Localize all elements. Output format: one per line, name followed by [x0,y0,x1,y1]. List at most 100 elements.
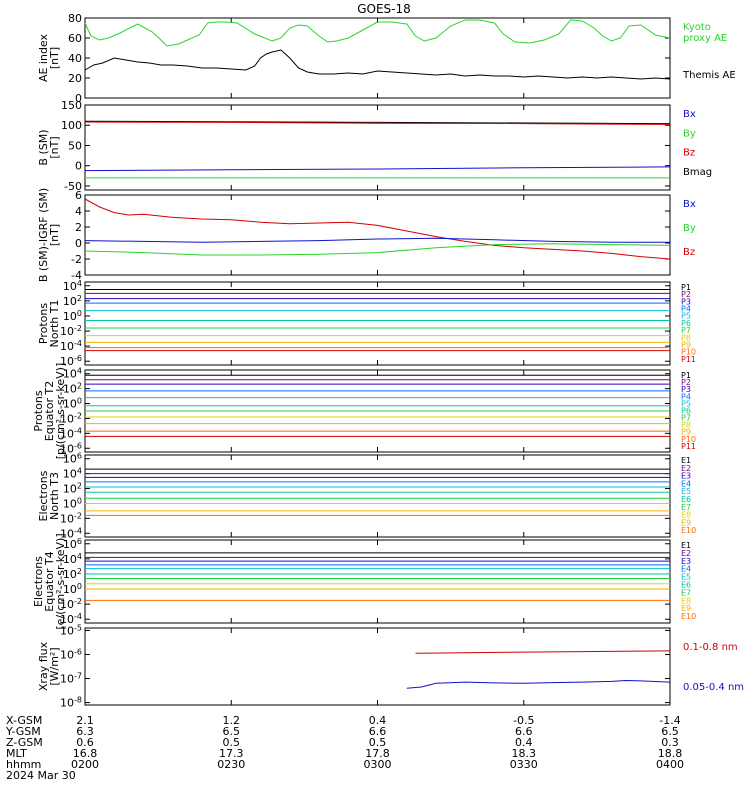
y-axis-label: B (SM)-IGRF (SM) [37,188,50,282]
row-value: 0330 [510,758,538,771]
panel-frame [84,281,671,366]
y-tick-label-exp: 2 [77,382,82,391]
y-tick-label: 100 [63,496,82,510]
row-value: 18.3 [512,747,537,760]
legend-label: E2 [681,464,691,473]
y-tick-label-exp: -4 [74,526,82,535]
row-value: 16.8 [73,747,98,760]
series-line [84,198,671,260]
panel-frame [84,104,671,191]
y-axis-label: Electrons [32,556,45,607]
row-label: MLT [6,747,27,760]
legend-label: E1 [681,541,691,550]
row-value: 17.8 [365,747,390,760]
y-tick-label-exp: -4 [74,612,82,621]
series-line [406,679,671,689]
legend-label: E7 [681,503,691,512]
y-tick-label: 100 [61,119,82,132]
y-tick-label: -50 [64,180,82,193]
y-axis-label: North T3 [48,472,61,520]
y-axis-label: [p/(cm²-s-sr-keV)] [54,363,67,460]
y-tick-label-exp: -8 [74,696,82,705]
y-tick-label-exp: 6 [77,537,82,546]
legend-label: P8 [681,421,691,430]
legend-label: E3 [681,557,691,566]
y-tick-label: 0 [75,92,82,105]
y-tick-label: 10-5 [60,623,82,637]
row-label: Y-GSM [5,725,41,738]
row-value: 17.3 [219,747,244,760]
series-line [84,237,670,243]
series-line [84,120,671,125]
y-tick-label-exp: -6 [74,354,82,363]
row-value: 1.2 [223,714,241,727]
y-tick-label: 2 [75,221,82,234]
y-tick-label: 80 [68,12,82,25]
y-tick-label-exp: 2 [77,567,82,576]
y-tick-label-exp: 4 [77,552,82,561]
legend-label: E1 [681,456,691,465]
legend-label: P4 [681,392,691,401]
y-axis-label: B (SM) [37,129,50,165]
legend-label: E4 [681,565,691,574]
y-tick-label-exp: -4 [74,339,82,348]
y-tick-label: 150 [61,99,82,112]
y-axis-label: Equator T2 [43,381,56,441]
legend-label: E9 [681,604,691,613]
series-line [84,243,671,256]
y-tick-label-exp: -2 [74,597,82,606]
y-tick-label: 6 [75,189,82,202]
legend-label: Kyoto [683,22,711,33]
legend-label: P9 [681,428,691,437]
legend-label: E4 [681,479,691,488]
legend-label: P5 [681,312,691,321]
legend-label: By [683,223,696,234]
legend-label: E6 [681,495,691,504]
legend-label: Bx [683,199,696,210]
legend-label: P7 [681,414,691,423]
y-tick-label: 0 [75,160,82,173]
legend-label: P5 [681,399,691,408]
row-value: 0.4 [515,736,533,749]
row-value: 18.8 [658,747,683,760]
y-tick-label-exp: -7 [74,672,82,681]
row-value: 6.6 [369,725,387,738]
panel-frame [84,454,671,538]
row-value: 0.4 [369,714,387,727]
y-tick-label-exp: 2 [77,294,82,303]
legend-label: Bz [683,247,695,258]
y-tick-label-exp: 0 [77,397,82,406]
y-tick-label: 10-6 [60,647,82,661]
y-tick-label-exp: 0 [77,582,82,591]
series-line [84,19,671,47]
y-tick-label: 104 [63,467,82,481]
legend-label: P10 [681,348,696,357]
y-tick-label-exp: 2 [77,482,82,491]
y-tick-label: 10-2 [60,324,82,338]
y-tick-label-exp: 4 [77,279,82,288]
legend-label: P7 [681,326,691,335]
y-tick-label: 10-4 [60,339,82,353]
y-axis-label: North T1 [48,300,61,348]
y-tick-label-exp: 6 [77,452,82,461]
y-tick-label: 4 [75,205,82,218]
y-axis-label: Equator T4 [43,551,56,611]
legend-label: P6 [681,406,691,415]
legend-label: Bz [683,148,695,159]
legend-label: P4 [681,305,691,314]
y-tick-label: 0 [75,237,82,250]
series-line [84,166,671,172]
y-tick-label-exp: 0 [77,309,82,318]
legend-label: E9 [681,518,691,527]
legend-label: Bmag [683,167,712,178]
legend-label: E6 [681,581,691,590]
y-tick-label: 10-2 [60,511,82,525]
legend-label: P8 [681,333,691,342]
panel-frame [84,627,671,706]
y-tick-label: 50 [68,139,82,152]
series-line [84,49,671,80]
y-tick-label-exp: -4 [74,426,82,435]
